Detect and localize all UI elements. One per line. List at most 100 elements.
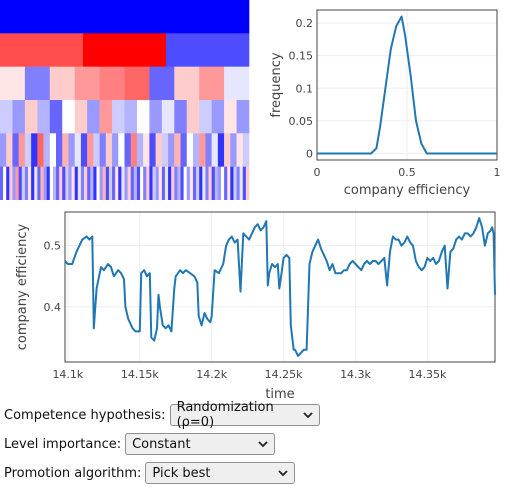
heatmap-cell <box>37 166 41 200</box>
heatmap-cell <box>112 100 125 134</box>
chevron-down-icon <box>278 470 289 477</box>
y-tick-label: 0.15 <box>289 50 314 63</box>
y-tick-label: 0.1 <box>296 82 314 95</box>
heatmap-cell <box>217 166 222 200</box>
heatmap-cell <box>155 133 163 167</box>
series-line <box>317 15 497 155</box>
heatmap-cell <box>74 100 88 134</box>
heatmap-cell <box>0 133 7 167</box>
heatmap-cell <box>49 66 75 101</box>
level-importance-label: Level importance: <box>4 436 122 452</box>
heatmap-cell <box>28 166 32 200</box>
competence-hypothesis-value: Randomization (ρ=0) <box>176 400 274 430</box>
heatmap-cell <box>83 33 167 67</box>
x-tick-label: 14.2k <box>196 368 227 381</box>
heatmap-cell <box>74 133 82 167</box>
heatmap-cell <box>43 166 47 200</box>
heatmap-cell <box>68 133 75 167</box>
heatmap-cell <box>161 166 166 200</box>
heatmap-cell <box>196 166 200 200</box>
heatmap-cell <box>49 100 63 134</box>
heatmap-cell <box>230 133 237 167</box>
heatmap-cell <box>59 166 63 200</box>
heatmap-cell <box>236 133 244 167</box>
heatmap-cell <box>93 166 97 200</box>
y-tick-label: 0.5 <box>44 240 62 253</box>
efficiency-distribution-chart: 0 0.5 1 0 0.05 0.1 0.15 0.2 company efficiency fr… <box>269 9 501 198</box>
heatmap-cell <box>183 166 188 200</box>
heatmap-cell <box>43 133 51 167</box>
heatmap-cell <box>227 166 231 200</box>
heatmap-cell <box>199 133 206 167</box>
level-importance-select[interactable]: Constant <box>125 433 276 455</box>
promotion-algorithm-label: Promotion algorithm: <box>4 465 142 481</box>
heatmap-cell <box>224 166 228 200</box>
x-grid <box>67 212 428 362</box>
heatmap-cell <box>124 100 138 134</box>
heatmap-cell <box>37 133 44 167</box>
promotion-algorithm-select[interactable]: Pick best <box>145 462 296 484</box>
heatmap-cell <box>136 133 144 167</box>
heatmap-cell <box>161 100 175 134</box>
heatmap-cell <box>143 166 147 200</box>
heatmap-cell <box>40 166 44 200</box>
heatmap-cell <box>65 166 69 200</box>
heatmap-cell <box>34 166 38 200</box>
heatmap-cell <box>31 166 35 200</box>
heatmap-cell <box>236 166 240 200</box>
y-axis-title: company efficiency <box>15 223 30 350</box>
efficiency-time-series-chart: 14.1k 14.15k 14.2k 14.25k 14.3k 14.35k 0.4 0.5 t… <box>15 211 496 400</box>
heatmap-cell <box>164 166 169 200</box>
heatmap-cell <box>186 133 194 167</box>
heatmap-cell <box>155 166 160 200</box>
y-grid <box>65 245 495 308</box>
heatmap-cell <box>136 166 141 200</box>
heatmap-cell <box>149 166 153 200</box>
heatmap-cell <box>24 166 29 200</box>
heatmap-cell <box>87 100 100 134</box>
heatmap-cell <box>74 166 79 200</box>
heatmap-cell <box>124 166 128 200</box>
heatmap-cell <box>84 166 88 200</box>
competence-hypothesis-select[interactable]: Randomization (ρ=0) <box>169 400 320 430</box>
competence-hypothesis-row: Competence hypothesis: Randomization (ρ=… <box>4 400 504 430</box>
heatmap-cell <box>0 0 250 34</box>
heatmap-cell <box>236 100 250 134</box>
x-axis-title: time <box>265 387 294 400</box>
heatmap-cell <box>174 66 200 101</box>
heatmap-cell <box>93 133 100 167</box>
level-importance-row: Level importance: Constant <box>4 433 504 455</box>
heatmap-cell <box>217 133 225 167</box>
heatmap-cell <box>242 166 247 200</box>
heatmap-cell <box>211 133 219 167</box>
heatmap-cell <box>62 133 69 167</box>
heatmap-cell <box>177 166 181 200</box>
heatmap-cell <box>68 166 72 200</box>
heatmap-cell <box>230 166 234 200</box>
heatmap-cell <box>18 133 26 167</box>
heatmap-cell <box>211 166 216 200</box>
heatmap-cell <box>99 166 104 200</box>
heatmap-cell <box>15 166 19 200</box>
heatmap-cell <box>0 100 13 134</box>
heatmap-cell <box>199 166 203 200</box>
heatmap-cell <box>6 166 10 200</box>
heatmap-cell <box>192 133 200 167</box>
heatmap-cell <box>105 166 110 200</box>
heatmap-cell <box>174 166 178 200</box>
heatmap-cell <box>56 166 60 200</box>
heatmap-cell <box>146 166 150 200</box>
heatmap-cell <box>112 166 116 200</box>
heatmap-cell <box>186 100 200 134</box>
heatmap-cell <box>168 166 172 200</box>
x-axis-title: company efficiency <box>344 183 471 198</box>
heatmap-cell <box>118 166 122 200</box>
heatmap-cell <box>118 133 125 167</box>
heatmap-cell <box>224 66 250 101</box>
heatmap-cell <box>0 33 84 67</box>
heatmap-cell <box>152 166 156 200</box>
heatmap-cell <box>143 133 150 167</box>
heatmap-cell <box>24 133 32 167</box>
y-tick-label: 0.4 <box>44 301 62 314</box>
heatmap-cell <box>115 166 119 200</box>
